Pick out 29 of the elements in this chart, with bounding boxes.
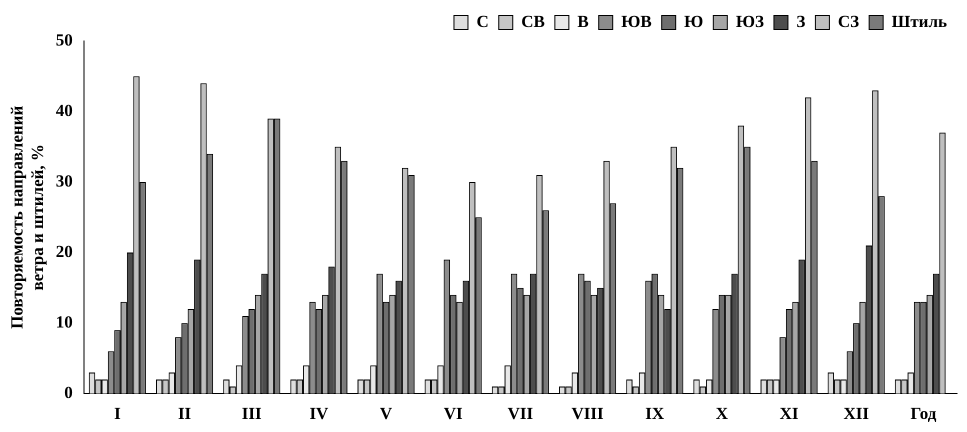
legend-label: ЮЗ (736, 12, 764, 31)
x-tick-label: III (242, 404, 262, 424)
y-tick-label: 40 (56, 100, 73, 120)
legend-label: В (577, 12, 589, 31)
x-tick-label: XII (843, 404, 870, 424)
x-tick-label: VIII (572, 404, 604, 424)
x-tick-label: I (114, 404, 122, 424)
y-tick-label: 0 (64, 382, 73, 402)
x-tick-label: X (716, 404, 729, 424)
y-tick-label: 50 (56, 30, 73, 50)
x-tick-label: IX (645, 404, 665, 424)
x-tick-label: VII (508, 404, 534, 424)
x-tick-label: Год (910, 404, 937, 424)
legend-label: Ю (684, 12, 704, 31)
x-tick-label: XI (780, 404, 799, 424)
x-tick-label: IV (309, 404, 330, 424)
y-tick-label: 20 (56, 242, 73, 261)
legend-label: З (796, 12, 806, 31)
legend-label: СЗ (838, 12, 860, 31)
legend-label: ЮВ (621, 12, 652, 31)
x-tick-label: II (178, 404, 192, 424)
x-tick-label: VI (444, 404, 464, 424)
legend-label: СВ (521, 12, 545, 31)
y-tick-label: 30 (56, 171, 73, 190)
legend-label: С (476, 12, 489, 31)
y-axis-title: Повторяемость направлений ветра и штилей, % (8, 106, 47, 329)
x-tick-label: V (380, 404, 393, 424)
legend-label: Штиль (892, 12, 948, 31)
y-tick-label: 10 (56, 312, 73, 332)
